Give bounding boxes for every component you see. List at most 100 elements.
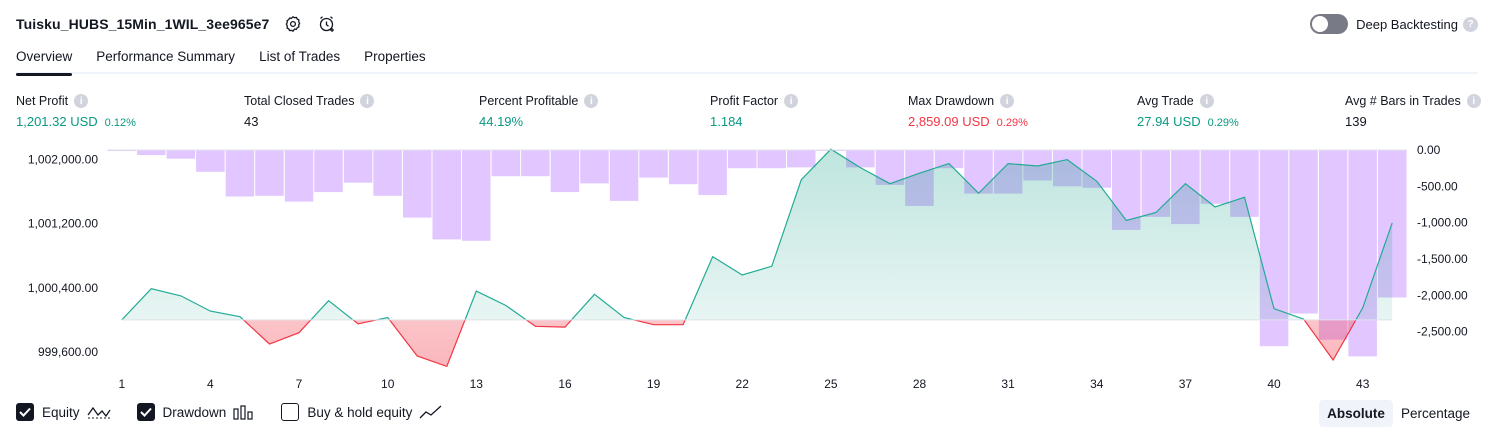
right-axis-tick: -2,000.00 <box>1417 288 1468 302</box>
metric-value: 2,859.09 USD <box>908 114 990 129</box>
metric-percent: 0.12% <box>104 117 136 129</box>
buy-hold-checkbox[interactable] <box>281 403 300 421</box>
metric-label: Profit Factor <box>710 94 779 108</box>
x-axis-tick: 19 <box>647 377 661 391</box>
legend-equity-label: Equity <box>42 404 80 420</box>
tab-properties[interactable]: Properties <box>364 49 426 64</box>
drawdown-bar <box>580 150 609 184</box>
scale-mode-toggle: Absolute Percentage <box>1319 400 1478 427</box>
tab-list-of-trades[interactable]: List of Trades <box>259 49 341 64</box>
drawdown-bar <box>343 150 373 183</box>
strategy-name: Tuisku_HUBS_15Min_1WIL_3ee965e7 <box>16 16 270 32</box>
equity-drawdown-chart[interactable]: 1,002,000.00 1,001,200.00 1,000,400.00 999,… <box>0 140 1494 395</box>
legend-drawdown-label: Drawdown <box>162 404 227 420</box>
info-icon[interactable]: i <box>784 94 799 108</box>
right-axis-tick: 0.00 <box>1417 143 1441 157</box>
x-axis-tick: 40 <box>1267 377 1281 391</box>
x-axis-tick: 10 <box>381 377 395 391</box>
x-axis-tick: 1 <box>118 377 125 391</box>
drawdown-bar <box>728 150 757 169</box>
metric-label: Net Profit <box>16 94 69 108</box>
legend-drawdown[interactable]: Drawdown <box>136 403 256 421</box>
right-axis-tick: -2,500.00 <box>1417 325 1468 339</box>
x-axis-tick: 7 <box>296 377 303 391</box>
metric-percent: 0.29% <box>996 117 1028 129</box>
report-header: Tuisku_HUBS_15Min_1WIL_3ee965e7 Deep Bac… <box>16 8 1478 40</box>
help-icon[interactable]: ? <box>1463 16 1478 32</box>
metric-label: Percent Profitable <box>479 94 579 108</box>
tab-overview[interactable]: Overview <box>16 46 73 76</box>
drawdown-bar <box>934 150 964 169</box>
drawdown-bar <box>255 150 284 196</box>
metric-label: Total Closed Trades <box>244 94 355 108</box>
drawdown-bar <box>757 150 786 169</box>
right-axis: 0.00 -500.00 -1,000.00 -1,500.00 -2,000.00 -2… <box>1417 143 1468 339</box>
tab-performance-summary[interactable]: Performance Summary <box>96 49 236 64</box>
legend-buy-hold-equity[interactable]: Buy & hold equity <box>281 403 443 421</box>
left-axis: 1,002,000.00 1,001,200.00 1,000,400.00 999,… <box>28 153 98 359</box>
legend-buy-hold-label: Buy & hold equity <box>307 404 413 420</box>
info-icon[interactable]: i <box>1199 94 1214 108</box>
metric-profit-factor: Profit Factor i 1.184 <box>710 94 799 129</box>
x-axis-tick: 37 <box>1179 377 1193 391</box>
equity-checkbox[interactable] <box>16 403 34 421</box>
drawdown-bar <box>432 150 461 240</box>
drawdown-bar <box>196 150 225 172</box>
legend-equity[interactable]: Equity <box>16 403 111 421</box>
metric-value: 1.184 <box>710 114 743 129</box>
percentage-button[interactable]: Percentage <box>1400 406 1470 421</box>
drawdown-checkbox[interactable] <box>136 403 155 421</box>
add-alert-clock-icon[interactable] <box>317 14 337 34</box>
absolute-button[interactable]: Absolute <box>1319 400 1393 427</box>
metric-label: Max Drawdown <box>908 94 995 108</box>
info-icon[interactable]: i <box>584 94 599 108</box>
equity-line-icon <box>87 404 111 420</box>
deep-backtesting-label: Deep Backtesting <box>1356 16 1458 32</box>
x-axis-tick: 25 <box>824 377 838 391</box>
x-axis-tick: 4 <box>207 377 214 391</box>
drawdown-bar <box>491 150 521 177</box>
gear-icon[interactable] <box>283 14 303 34</box>
chart-legend: Equity Drawdown Buy & hold equity <box>16 403 469 421</box>
drawdown-bar <box>462 150 491 241</box>
deep-backtesting-control: Deep Backtesting ? <box>1310 14 1478 34</box>
metric-total-closed-trades: Total Closed Trades i 43 <box>244 94 375 129</box>
metric-label: Avg # Bars in Trades <box>1345 94 1461 108</box>
drawdown-bar <box>137 150 166 156</box>
info-icon[interactable]: i <box>360 94 375 108</box>
drawdown-bar <box>403 150 432 218</box>
metric-avg-trade: Avg Trade i 27.94 USD 0.29% <box>1137 94 1239 129</box>
drawdown-bars-icon <box>233 404 255 420</box>
metric-max-drawdown: Max Drawdown i 2,859.09 USD 0.29% <box>908 94 1028 129</box>
report-tabs: Overview Performance Summary List of Tra… <box>16 46 1478 76</box>
metric-value: 44.19% <box>479 114 524 129</box>
drawdown-bar <box>521 150 550 177</box>
info-icon[interactable]: i <box>1000 94 1015 108</box>
metric-label: Avg Trade <box>1137 94 1194 108</box>
drawdown-bar <box>166 150 196 159</box>
metric-net-profit: Net Profit i 1,201.32 USD 0.12% <box>16 94 136 129</box>
info-icon[interactable]: i <box>1466 94 1481 108</box>
left-axis-tick: 999,600.00 <box>38 345 98 359</box>
metric-avg-bars-in-trades: Avg # Bars in Trades i 139 <box>1345 94 1481 129</box>
metric-value: 27.94 USD <box>1137 114 1201 129</box>
x-axis-tick: 16 <box>558 377 572 391</box>
equity-line <box>121 148 1393 368</box>
drawdown-bar <box>1289 150 1318 314</box>
x-axis-tick: 13 <box>470 377 484 391</box>
drawdown-bar <box>373 150 402 196</box>
x-axis-tick: 22 <box>736 377 750 391</box>
x-axis-tick: 34 <box>1090 377 1104 391</box>
metric-value: 43 <box>244 114 259 129</box>
info-icon[interactable]: i <box>74 94 89 108</box>
x-axis-tick: 31 <box>1001 377 1015 391</box>
equity-line-positive <box>121 148 1393 320</box>
drawdown-bar <box>1318 150 1348 340</box>
left-axis-tick: 1,001,200.00 <box>28 217 98 231</box>
drawdown-bar <box>787 150 816 168</box>
left-axis-tick: 1,000,400.00 <box>28 281 98 295</box>
deep-backtesting-toggle[interactable] <box>1310 14 1349 34</box>
metric-percent-profitable: Percent Profitable i 44.19% <box>479 94 599 129</box>
drawdown-bar <box>639 150 668 178</box>
drawdown-bar <box>668 150 698 185</box>
